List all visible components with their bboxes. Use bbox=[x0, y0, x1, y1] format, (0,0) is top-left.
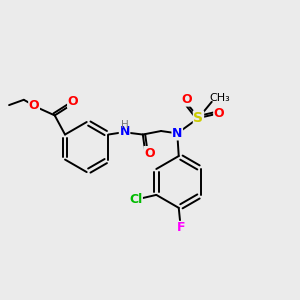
Text: O: O bbox=[29, 99, 39, 112]
Text: F: F bbox=[177, 221, 185, 234]
Text: H: H bbox=[121, 120, 128, 130]
Text: N: N bbox=[119, 125, 130, 138]
Text: CH₃: CH₃ bbox=[210, 93, 230, 103]
Text: O: O bbox=[214, 106, 224, 119]
Text: O: O bbox=[68, 95, 78, 108]
Text: O: O bbox=[144, 147, 154, 160]
Text: N: N bbox=[172, 127, 182, 140]
Text: O: O bbox=[182, 93, 192, 106]
Text: S: S bbox=[194, 111, 203, 125]
Text: Cl: Cl bbox=[129, 194, 142, 206]
